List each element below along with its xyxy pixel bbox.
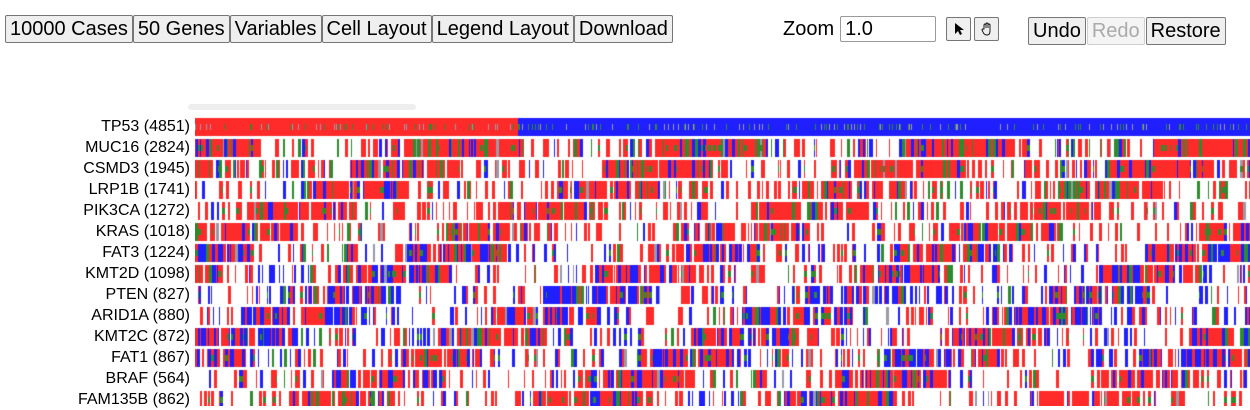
zoom-input[interactable] <box>840 16 937 42</box>
gene-label[interactable]: ARID1A (880) <box>91 307 190 324</box>
gene-label[interactable]: PTEN (827) <box>105 286 190 303</box>
redo-button[interactable]: Redo <box>1086 17 1145 45</box>
horizontal-scrollbar[interactable] <box>188 104 416 110</box>
genes-button[interactable]: 50 Genes <box>132 15 230 43</box>
gene-label[interactable]: FAT3 (1224) <box>102 244 190 261</box>
pointer-arrow-icon <box>954 23 964 35</box>
legend-layout-button[interactable]: Legend Layout <box>431 15 574 43</box>
gene-label[interactable]: KMT2D (1098) <box>85 265 190 282</box>
zoom-control: Zoom <box>783 16 937 42</box>
gene-label[interactable]: KMT2C (872) <box>93 328 190 345</box>
variables-button[interactable]: Variables <box>229 15 322 43</box>
gene-label[interactable]: MUC16 (2824) <box>85 139 190 156</box>
cases-button[interactable]: 10000 Cases <box>5 15 133 43</box>
cell-layout-button[interactable]: Cell Layout <box>321 15 432 43</box>
gene-label[interactable]: CSMD3 (1945) <box>83 160 190 177</box>
gene-label[interactable]: KRAS (1018) <box>95 223 190 240</box>
oncoprint-matrix[interactable] <box>195 116 1250 406</box>
gene-label[interactable]: LRP1B (1741) <box>88 181 190 198</box>
download-button[interactable]: Download <box>573 15 673 43</box>
gene-label[interactable]: BRAF (564) <box>105 370 190 387</box>
history-controls: Undo Redo Restore <box>1028 17 1227 45</box>
gene-label[interactable]: FAT1 (867) <box>111 349 190 366</box>
gene-label[interactable]: FAM135B (862) <box>77 391 190 408</box>
mode-buttons <box>946 17 1002 41</box>
toolbar: 10000 Cases 50 Genes Variables Cell Layo… <box>5 15 673 43</box>
zoom-label: Zoom <box>783 17 835 40</box>
hand-pan-icon <box>981 22 990 36</box>
gene-label[interactable]: TP53 (4851) <box>101 118 190 135</box>
gene-label[interactable]: PIK3CA (1272) <box>83 202 190 219</box>
restore-button[interactable]: Restore <box>1145 17 1226 45</box>
undo-button[interactable]: Undo <box>1028 17 1086 45</box>
pan-mode-button[interactable] <box>974 17 999 41</box>
select-mode-button[interactable] <box>946 17 971 41</box>
